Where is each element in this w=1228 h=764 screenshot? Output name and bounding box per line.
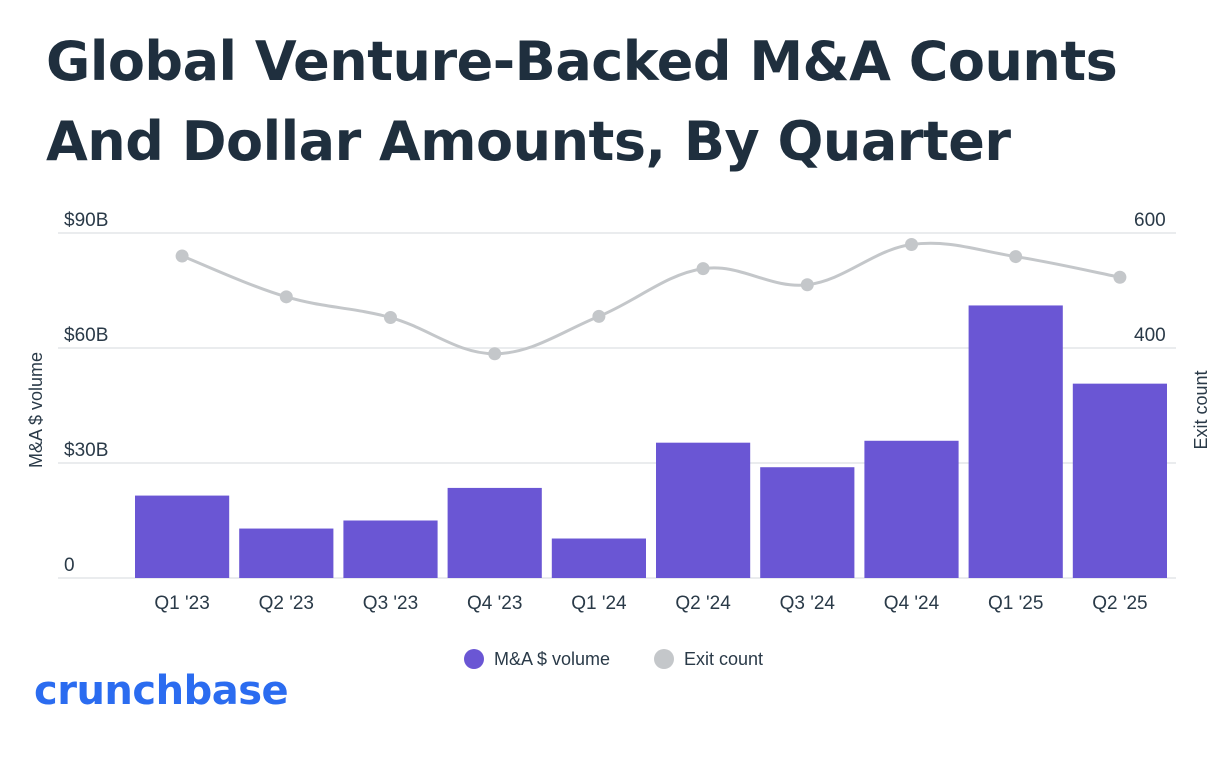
- bar: [551, 538, 646, 578]
- y2-tick-label: 400: [1134, 325, 1166, 346]
- bar: [656, 442, 751, 578]
- exit-count-point: [1113, 270, 1127, 284]
- chart-title: Global Venture-Backed M&A Counts And Dol…: [46, 30, 1118, 173]
- x-tick-label: Q1 '24: [571, 593, 627, 614]
- x-tick-label: Q4 '23: [467, 593, 522, 614]
- y2-axis-title: Exit count: [1191, 370, 1211, 449]
- bar: [343, 520, 438, 578]
- y-tick-label: 0: [64, 555, 75, 576]
- x-tick-label: Q2 '25: [1092, 593, 1147, 614]
- bar: [239, 528, 334, 578]
- bar: [135, 495, 230, 578]
- y-axis-title: M&A $ volume: [26, 352, 46, 468]
- y2-tick-label: 600: [1134, 210, 1166, 231]
- legend-swatch-volume: [464, 649, 484, 669]
- exit-count-point: [384, 311, 397, 325]
- bar: [760, 467, 855, 578]
- legend-label-count: Exit count: [684, 649, 763, 669]
- bar: [1072, 383, 1167, 578]
- x-tick-label: Q3 '24: [780, 593, 836, 614]
- y-tick-label: $60B: [64, 325, 108, 346]
- exit-count-point: [696, 262, 710, 276]
- exit-count-point: [1009, 250, 1023, 264]
- exit-count-point: [488, 347, 502, 361]
- x-tick-label: Q2 '24: [675, 593, 731, 614]
- x-tick-label: Q2 '23: [259, 593, 314, 614]
- legend-label-volume: M&A $ volume: [494, 649, 610, 669]
- x-tick-label: Q1 '23: [154, 593, 209, 614]
- exit-count-point: [175, 249, 189, 263]
- exit-count-line: [181, 241, 1121, 356]
- y-tick-label: $30B: [64, 440, 108, 461]
- x-tick-label: Q1 '25: [988, 593, 1043, 614]
- exit-count-point: [800, 278, 814, 292]
- bar: [447, 487, 542, 578]
- x-tick-label: Q3 '23: [363, 593, 418, 614]
- x-tick-label: Q4 '24: [884, 593, 940, 614]
- exit-count-point: [592, 309, 606, 323]
- bar: [864, 440, 959, 578]
- exit-count-point: [905, 238, 918, 251]
- bar: [968, 305, 1063, 578]
- y-tick-label: $90B: [64, 210, 108, 231]
- crunchbase-logo: crunchbase: [34, 668, 289, 714]
- legend-swatch-count: [654, 649, 674, 669]
- exit-count-point: [279, 290, 293, 304]
